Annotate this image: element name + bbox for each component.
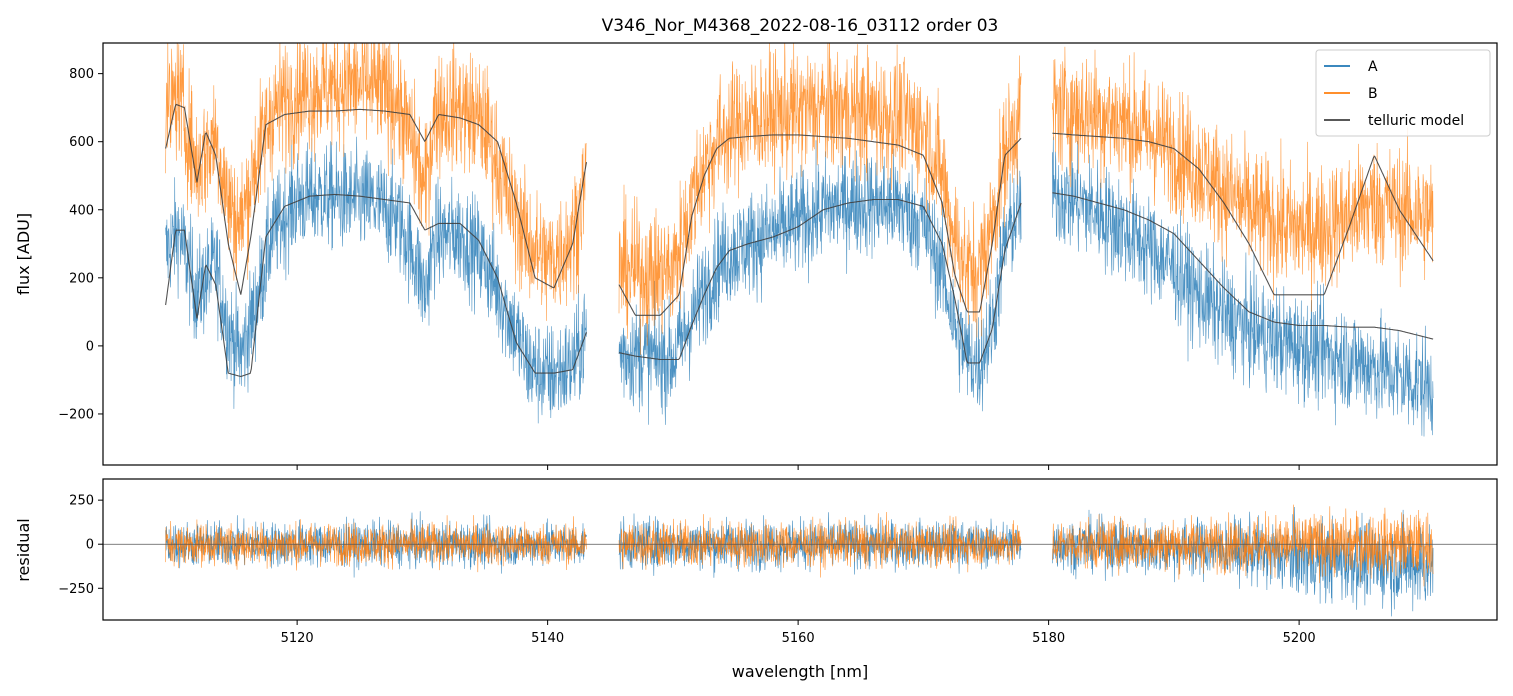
residual-line-segment	[618, 511, 1022, 578]
y-tick-label: 400	[69, 203, 94, 218]
x-tick-label: 5140	[531, 631, 564, 646]
flux-y-axis-label: flux [ADU]	[14, 213, 33, 295]
x-tick-label: 5200	[1283, 631, 1316, 646]
y-tick-label: 800	[69, 67, 94, 82]
flux-panel-frame	[102, 42, 1498, 466]
legend: A B telluric model	[1315, 49, 1491, 137]
x-tick-label: 5120	[281, 631, 314, 646]
residual-panel-frame	[102, 478, 1498, 621]
series-b-residual-line	[165, 504, 1434, 587]
residual-y-ticks: −250 0 250	[58, 494, 103, 597]
x-tick-label: 5160	[782, 631, 815, 646]
y-tick-label: −250	[58, 582, 94, 597]
flux-panel: −200 0 200 400 600 800 flux [ADU] A B telluri…	[14, 42, 1498, 470]
flux-x-ticks	[296, 465, 1300, 470]
residual-y-axis-label: residual	[14, 518, 33, 581]
residual-panel: −250 0 250 5120 5140 5160 5180 5200 residual w…	[14, 478, 1498, 681]
flux-line-segment	[165, 136, 587, 424]
y-tick-label: 200	[69, 271, 94, 286]
residual-line-segment	[165, 515, 587, 573]
y-tick-label: 600	[69, 135, 94, 150]
telluric-model-lines	[165, 103, 1434, 378]
telluric-model-segment	[165, 103, 588, 295]
y-tick-label: 0	[86, 339, 94, 354]
chart-title: V346_Nor_M4368_2022-08-16_03112 order 03	[602, 16, 999, 36]
x-tick-label: 5180	[1032, 631, 1065, 646]
x-axis-label: wavelength [nm]	[732, 662, 869, 681]
flux-line-segment	[1052, 130, 1434, 437]
legend-label-a: A	[1368, 59, 1378, 75]
residual-x-ticks: 5120 5140 5160 5180 5200	[281, 620, 1316, 646]
y-tick-label: −200	[58, 407, 94, 422]
residual-line-segment	[1052, 504, 1434, 587]
flux-line-segment	[165, 43, 587, 321]
telluric-model-segment	[1052, 132, 1434, 296]
flux-line-segment	[1052, 46, 1434, 312]
flux-y-ticks: −200 0 200 400 600 800	[58, 67, 103, 422]
telluric-model-segment	[618, 198, 1022, 364]
telluric-model-segment	[1052, 192, 1434, 340]
legend-label-telluric: telluric model	[1368, 113, 1464, 129]
legend-frame	[1315, 49, 1491, 137]
telluric-model-segment	[165, 193, 588, 378]
telluric-model-segment	[618, 134, 1022, 316]
legend-label-b: B	[1368, 86, 1378, 102]
y-tick-label: 250	[69, 494, 94, 509]
y-tick-label: 0	[86, 538, 94, 553]
